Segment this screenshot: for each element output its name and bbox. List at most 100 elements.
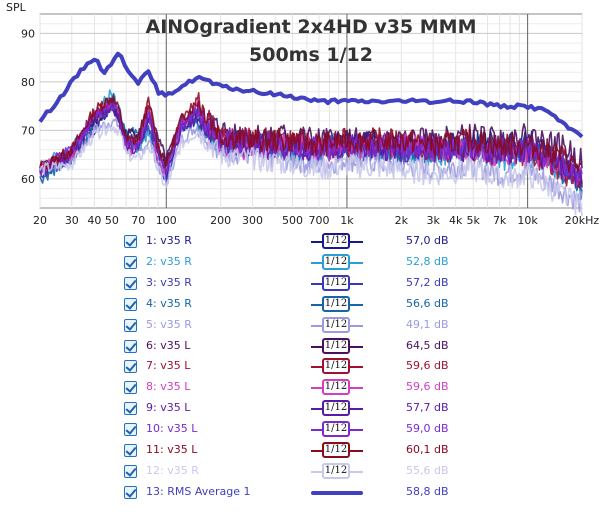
legend-level-value: 59,0 dB (406, 422, 449, 436)
smoothing-button[interactable]: 1/12 (311, 442, 363, 460)
x-tick-label: 30 (65, 214, 79, 227)
legend-label: 6: v35 L (146, 338, 191, 352)
legend-level-value: 57,2 dB (406, 275, 449, 289)
x-tick-label: 1k (340, 214, 354, 227)
x-tick-label: 2k (395, 214, 409, 227)
legend-label: 7: v35 L (146, 359, 191, 373)
smoothing-label: 1/12 (322, 462, 350, 479)
visibility-checkbox[interactable] (124, 360, 137, 374)
legend-row: 12: v35 R 1/12 55,6 dB (118, 462, 478, 482)
x-tick-label: 40 (87, 214, 101, 227)
smoothing-label: 1/12 (322, 316, 350, 333)
x-tick-label: 7k (493, 214, 507, 227)
visibility-checkbox[interactable] (124, 485, 137, 499)
legend-level-value: 52,8 dB (406, 254, 449, 268)
x-tick-label: 20 (33, 214, 47, 227)
legend-label: 8: v35 L (146, 380, 191, 394)
legend-label: 1: v35 R (146, 234, 192, 247)
legend-row: 1: v35 R 1/12 57,0 dB (118, 232, 478, 252)
legend-label: 2: v35 R (146, 254, 192, 268)
legend-label: 10: v35 L (146, 422, 198, 436)
legend-label: 11: v35 L (146, 443, 198, 456)
y-tick-label: 60 (21, 173, 35, 186)
legend-row: 8: v35 L 1/12 59,6 dB (118, 378, 478, 398)
legend-level-value: 59,6 dB (406, 359, 449, 373)
visibility-checkbox[interactable] (124, 235, 137, 248)
x-tick-label: 4k (449, 214, 463, 227)
smoothing-label: 1/12 (322, 295, 350, 312)
legend-swatch-thick-line (311, 490, 363, 495)
smoothing-label: 1/12 (322, 253, 350, 270)
legend-row: 2: v35 R 1/12 52,8 dB (118, 253, 478, 273)
visibility-checkbox[interactable] (124, 402, 137, 416)
x-tick-label: 500 (282, 214, 303, 227)
visibility-checkbox[interactable] (124, 276, 137, 290)
smoothing-button[interactable]: 1/12 (311, 253, 363, 272)
legend-label: 9: v35 L (146, 401, 191, 415)
smoothing-button[interactable]: 1/12 (311, 421, 363, 439)
legend-row: 7: v35 L 1/12 59,6 dB (118, 357, 478, 377)
smoothing-label: 1/12 (322, 233, 350, 249)
legend-label: 5: v35 R (146, 317, 192, 331)
x-tick-label: 100 (156, 214, 177, 227)
visibility-checkbox[interactable] (124, 381, 137, 395)
series-line (38, 51, 584, 139)
legend-row: 6: v35 L 1/12 64,5 dB (118, 337, 478, 357)
x-tick-label: 20kHz (565, 214, 600, 227)
legend-level-value: 49,1 dB (406, 317, 449, 331)
x-tick-label: 5k (467, 214, 481, 227)
legend-label: 13: RMS Average 1 (146, 484, 251, 498)
smoothing-label: 1/12 (322, 358, 350, 375)
smoothing-button[interactable]: 1/12 (311, 295, 363, 314)
x-tick-label: 300 (242, 214, 263, 227)
smoothing-button[interactable]: 1/12 (311, 337, 363, 356)
legend-row: 5: v35 R 1/12 49,1 dB (118, 316, 478, 336)
legend-row: 4: v35 R 1/12 56,6 dB (118, 295, 478, 315)
legend-level-value: 64,5 dB (406, 338, 449, 352)
legend-level-value: 55,6 dB (406, 463, 449, 477)
visibility-checkbox[interactable] (124, 255, 137, 269)
y-axis-label: SPL (6, 1, 27, 14)
visibility-checkbox[interactable] (124, 444, 137, 457)
legend-row: 11: v35 L 1/12 60,1 dB (118, 441, 478, 461)
visibility-checkbox[interactable] (124, 318, 137, 332)
legend-level-value: 56,6 dB (406, 296, 449, 310)
y-tick-label: 90 (21, 27, 35, 40)
smoothing-button[interactable]: 1/12 (311, 379, 363, 397)
visibility-checkbox[interactable] (124, 423, 137, 437)
legend-level-value: 58,8 dB (406, 484, 449, 498)
series-line (39, 95, 583, 173)
legend-level-value: 57,7 dB (406, 401, 449, 415)
smoothing-button[interactable]: 1/12 (311, 358, 363, 376)
x-tick-label: 3k (426, 214, 440, 227)
smoothing-label: 1/12 (322, 337, 350, 354)
legend-level-value: 57,0 dB (406, 234, 449, 247)
smoothing-label: 1/12 (322, 421, 350, 438)
smoothing-button[interactable]: 1/12 (311, 274, 363, 293)
x-tick-label: 70 (131, 214, 145, 227)
x-tick-label: 700 (308, 214, 329, 227)
y-tick-label: 70 (21, 124, 35, 137)
legend-row: 9: v35 L 1/12 57,7 dB (118, 399, 478, 419)
smoothing-label: 1/12 (322, 274, 350, 291)
smoothing-label: 1/12 (322, 379, 350, 396)
visibility-checkbox[interactable] (124, 339, 137, 353)
legend-row: 3: v35 R 1/12 57,2 dB (118, 274, 478, 294)
legend-row: 10: v35 L 1/12 59,0 dB (118, 420, 478, 440)
smoothing-button[interactable]: 1/12 (311, 316, 363, 335)
visibility-checkbox[interactable] (124, 464, 137, 478)
smoothing-button[interactable]: 1/12 (311, 462, 363, 481)
visibility-checkbox[interactable] (124, 297, 137, 311)
x-tick-label: 50 (105, 214, 119, 227)
legend-level-value: 59,6 dB (406, 380, 449, 394)
y-tick-label: 80 (21, 76, 35, 89)
smoothing-button[interactable]: 1/12 (311, 400, 363, 418)
smoothing-label: 1/12 (322, 400, 350, 417)
chart-title: AINOgradient 2x4HD v35 MMM (146, 16, 477, 38)
smoothing-button[interactable]: 1/12 (311, 233, 363, 251)
x-tick-label: 200 (210, 214, 231, 227)
legend-level-value: 60,1 dB (406, 443, 449, 456)
series-line (39, 99, 583, 171)
chart-subtitle: 500ms 1/12 (249, 44, 373, 66)
legend-label: 12: v35 R (146, 463, 199, 477)
